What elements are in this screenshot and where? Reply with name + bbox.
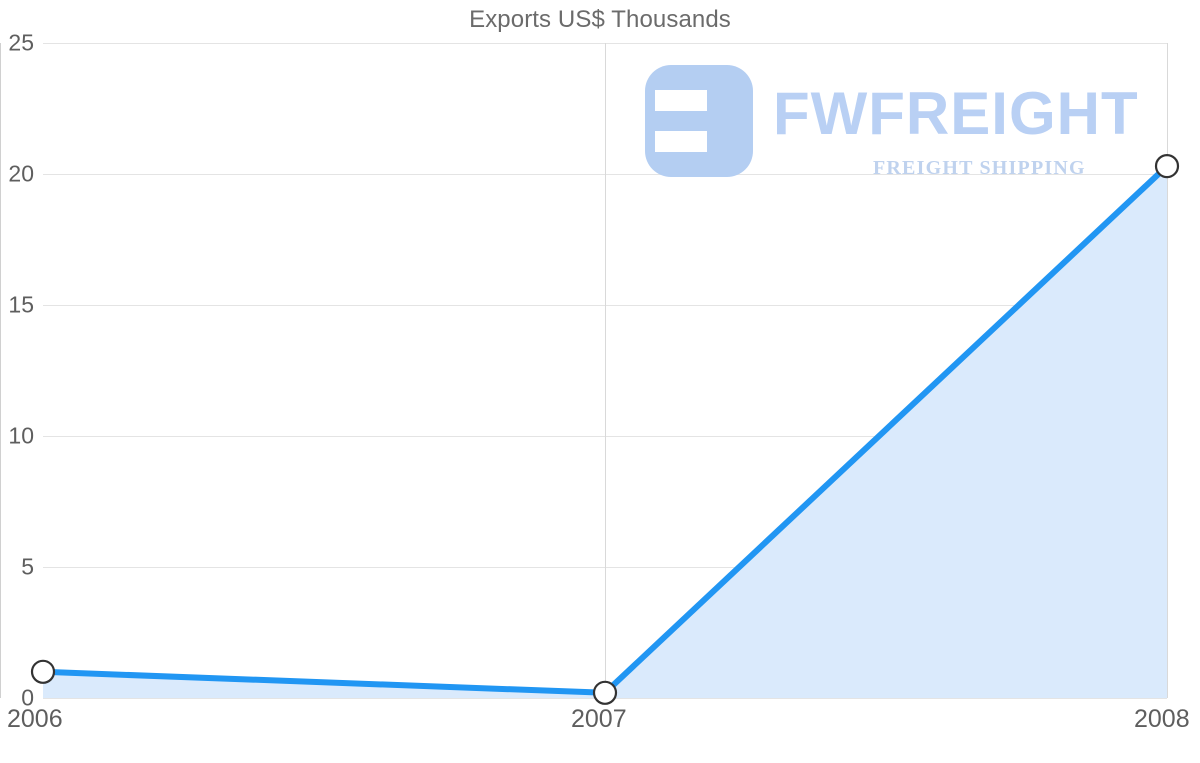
data-point-marker[interactable]: [592, 680, 618, 705]
x-tick-label: 2007: [571, 705, 627, 733]
chart-title: Exports US$ Thousands: [469, 6, 731, 33]
x-tick-label: 2008: [1134, 705, 1190, 733]
gridline-x-2007: [605, 43, 606, 698]
data-point-marker[interactable]: [1154, 154, 1180, 179]
x-tick-label: 2006: [7, 705, 63, 733]
data-point-marker[interactable]: [30, 659, 56, 684]
y-axis-line: [0, 43, 1, 698]
area-fill: [43, 166, 1167, 699]
gridline-x-2008: [1167, 43, 1168, 698]
